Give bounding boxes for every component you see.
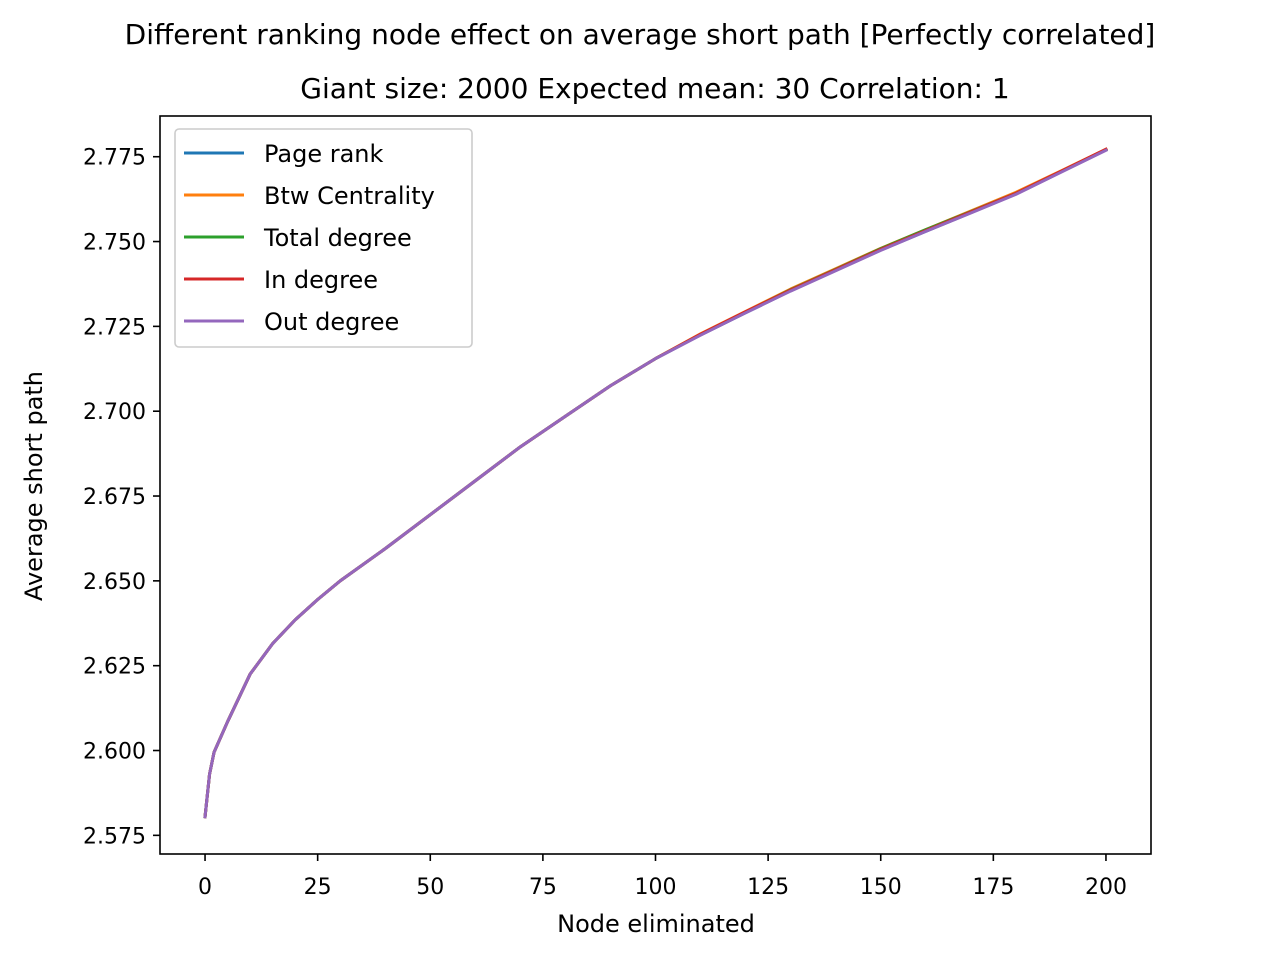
x-tick-label: 125: [747, 875, 789, 900]
x-axis-label: Node eliminated: [557, 910, 755, 938]
chart-subtitle: Giant size: 2000 Expected mean: 30 Corre…: [300, 72, 1009, 105]
y-axis: 2.575 2.600 2.625 2.650 2.675 2.700 2.725 2.750…: [83, 146, 160, 849]
x-tick-label: 175: [972, 875, 1014, 900]
legend-label-page-rank: Page rank: [264, 140, 384, 168]
y-tick-label: 2.625: [83, 655, 146, 680]
y-tick-label: 2.675: [83, 485, 146, 510]
x-tick-label: 100: [635, 875, 677, 900]
y-tick-label: 2.650: [83, 570, 146, 595]
y-tick-label: 2.750: [83, 231, 146, 256]
x-tick-label: 150: [860, 875, 902, 900]
x-tick-label: 200: [1085, 875, 1127, 900]
legend-box: [174, 128, 473, 348]
series-line-out-degree: [203, 148, 1108, 819]
legend-label-in-degree: In degree: [264, 266, 378, 294]
legend: Page rank Btw Centrality Total degree In de…: [174, 128, 473, 348]
x-tick-label: 75: [529, 875, 557, 900]
series-lines: [203, 147, 1108, 819]
y-tick-label: 2.575: [83, 824, 146, 849]
x-axis: 0 25 50 75 100 125 150 175 200: [198, 854, 1127, 900]
x-tick-label: 0: [198, 875, 212, 900]
y-tick-label: 2.600: [83, 740, 146, 765]
plot-frame: [159, 115, 1152, 855]
legend-label-out-degree: Out degree: [264, 308, 399, 336]
legend-label-btw-centrality: Btw Centrality: [264, 182, 435, 210]
legend-label-total-degree: Total degree: [263, 224, 412, 252]
y-axis-label: Average short path: [20, 371, 48, 601]
x-tick-label: 50: [416, 875, 444, 900]
chart-title: Different ranking node effect on average…: [125, 18, 1156, 51]
x-tick-label: 25: [304, 875, 332, 900]
y-tick-label: 2.775: [83, 146, 146, 171]
y-tick-label: 2.700: [83, 400, 146, 425]
y-tick-label: 2.725: [83, 315, 146, 340]
